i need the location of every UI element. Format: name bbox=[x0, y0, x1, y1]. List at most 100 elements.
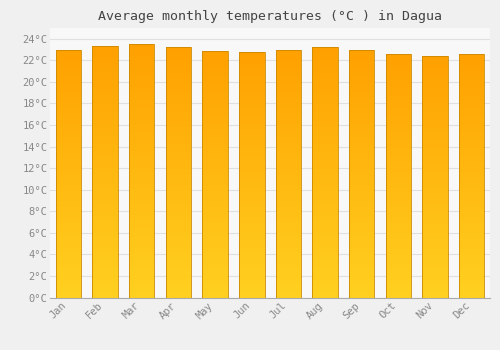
Bar bbox=[459, 221, 484, 222]
Bar bbox=[239, 63, 264, 64]
Bar bbox=[459, 145, 484, 146]
Bar bbox=[422, 287, 448, 288]
Bar bbox=[459, 206, 484, 207]
Bar bbox=[349, 149, 374, 150]
Bar bbox=[129, 150, 154, 152]
Bar bbox=[129, 262, 154, 263]
Bar bbox=[129, 252, 154, 253]
Bar bbox=[166, 249, 191, 250]
Bar bbox=[312, 270, 338, 271]
Bar bbox=[239, 133, 264, 134]
Bar bbox=[422, 246, 448, 247]
Bar bbox=[276, 121, 301, 123]
Bar bbox=[202, 260, 228, 262]
Bar bbox=[422, 218, 448, 219]
Bar bbox=[349, 87, 374, 88]
Bar bbox=[166, 138, 191, 139]
Bar bbox=[56, 272, 81, 273]
Bar bbox=[422, 115, 448, 117]
Bar bbox=[92, 110, 118, 112]
Bar bbox=[386, 257, 411, 259]
Bar bbox=[276, 63, 301, 64]
Bar bbox=[56, 175, 81, 176]
Bar bbox=[459, 271, 484, 272]
Bar bbox=[239, 108, 264, 110]
Bar bbox=[239, 273, 264, 274]
Bar bbox=[202, 85, 228, 86]
Bar bbox=[422, 58, 448, 60]
Bar bbox=[129, 194, 154, 195]
Bar bbox=[166, 108, 191, 110]
Bar bbox=[239, 162, 264, 163]
Bar bbox=[276, 142, 301, 144]
Bar bbox=[422, 162, 448, 163]
Bar bbox=[202, 244, 228, 246]
Bar bbox=[202, 191, 228, 193]
Bar bbox=[92, 177, 118, 178]
Bar bbox=[239, 116, 264, 117]
Bar bbox=[56, 183, 81, 185]
Bar bbox=[386, 115, 411, 116]
Bar bbox=[129, 60, 154, 61]
Bar bbox=[276, 242, 301, 243]
Bar bbox=[166, 95, 191, 96]
Bar bbox=[56, 102, 81, 103]
Bar bbox=[386, 288, 411, 289]
Bar bbox=[202, 98, 228, 99]
Bar bbox=[92, 120, 118, 122]
Bar bbox=[202, 228, 228, 230]
Bar bbox=[56, 174, 81, 175]
Bar bbox=[459, 273, 484, 274]
Bar bbox=[386, 148, 411, 149]
Bar bbox=[56, 77, 81, 78]
Bar bbox=[239, 171, 264, 172]
Bar bbox=[312, 284, 338, 285]
Bar bbox=[276, 151, 301, 153]
Bar bbox=[312, 287, 338, 289]
Bar bbox=[459, 74, 484, 75]
Bar bbox=[239, 149, 264, 150]
Bar bbox=[239, 103, 264, 105]
Bar bbox=[56, 201, 81, 202]
Bar bbox=[202, 194, 228, 195]
Bar bbox=[92, 226, 118, 227]
Bar bbox=[166, 97, 191, 99]
Bar bbox=[312, 70, 338, 71]
Bar bbox=[349, 96, 374, 97]
Bar bbox=[166, 129, 191, 130]
Bar bbox=[312, 134, 338, 135]
Bar bbox=[202, 65, 228, 67]
Bar bbox=[129, 134, 154, 135]
Bar bbox=[422, 209, 448, 211]
Bar bbox=[349, 236, 374, 237]
Bar bbox=[202, 256, 228, 257]
Bar bbox=[349, 119, 374, 120]
Bar bbox=[276, 113, 301, 114]
Bar bbox=[56, 204, 81, 206]
Bar bbox=[166, 226, 191, 228]
Bar bbox=[459, 264, 484, 265]
Bar bbox=[202, 231, 228, 232]
Bar bbox=[349, 104, 374, 105]
Bar bbox=[239, 173, 264, 175]
Bar bbox=[312, 56, 338, 57]
Bar bbox=[422, 81, 448, 83]
Bar bbox=[129, 225, 154, 226]
Bar bbox=[92, 114, 118, 116]
Bar bbox=[459, 210, 484, 211]
Bar bbox=[422, 194, 448, 195]
Bar bbox=[166, 259, 191, 260]
Bar bbox=[349, 185, 374, 186]
Bar bbox=[276, 204, 301, 206]
Bar bbox=[386, 240, 411, 241]
Bar bbox=[312, 290, 338, 291]
Bar bbox=[166, 270, 191, 271]
Bar bbox=[312, 279, 338, 280]
Bar bbox=[312, 61, 338, 62]
Bar bbox=[312, 112, 338, 114]
Bar bbox=[386, 184, 411, 186]
Bar bbox=[239, 220, 264, 221]
Bar bbox=[92, 242, 118, 244]
Bar bbox=[202, 79, 228, 80]
Bar bbox=[349, 146, 374, 147]
